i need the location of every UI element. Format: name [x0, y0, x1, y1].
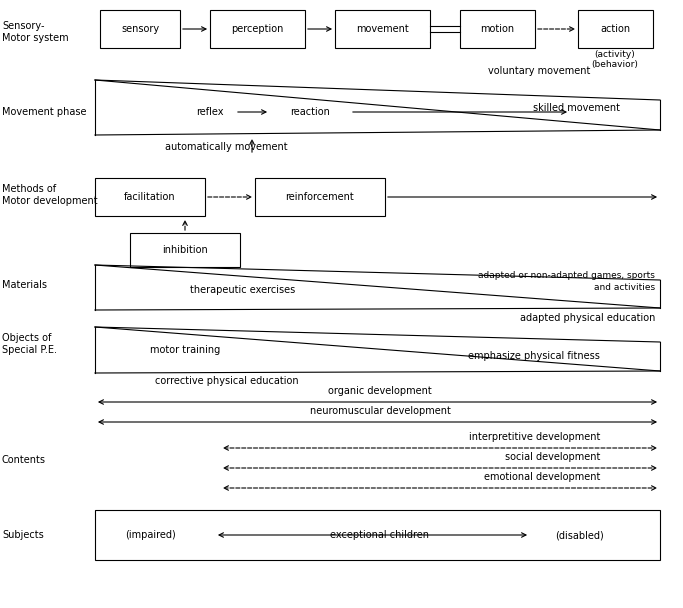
- Text: Sensory-: Sensory-: [2, 21, 44, 31]
- Bar: [460, 10, 535, 48]
- Bar: [95, 178, 205, 216]
- Text: inhibition: inhibition: [162, 245, 208, 255]
- Text: Subjects: Subjects: [2, 530, 44, 540]
- Text: reflex: reflex: [196, 107, 224, 117]
- Text: interpretitive development: interpretitive development: [469, 432, 600, 442]
- Text: emotional development: emotional development: [484, 472, 600, 482]
- Text: skilled movement: skilled movement: [533, 103, 620, 113]
- Text: reaction: reaction: [290, 107, 330, 117]
- Text: (activity): (activity): [595, 50, 635, 59]
- Text: motion: motion: [480, 24, 514, 34]
- Text: voluntary movement: voluntary movement: [488, 66, 590, 76]
- Bar: [578, 10, 653, 48]
- Bar: [100, 10, 180, 48]
- Text: Objects of: Objects of: [2, 333, 51, 343]
- Text: Methods of: Methods of: [2, 184, 56, 194]
- Text: neuromuscular development: neuromuscular development: [309, 406, 450, 416]
- Text: sensory: sensory: [121, 24, 159, 34]
- Text: social development: social development: [505, 452, 600, 462]
- Bar: [210, 10, 305, 48]
- Text: Special P.E.: Special P.E.: [2, 345, 57, 355]
- Text: therapeutic exercises: therapeutic exercises: [190, 285, 295, 295]
- Text: facilitation: facilitation: [124, 192, 176, 202]
- Text: perception: perception: [232, 24, 283, 34]
- Bar: [255, 178, 385, 216]
- Text: movement: movement: [356, 24, 409, 34]
- Text: Motor system: Motor system: [2, 33, 68, 43]
- Text: adapted or non-adapted games, sports: adapted or non-adapted games, sports: [478, 272, 655, 280]
- Text: adapted physical education: adapted physical education: [520, 313, 655, 323]
- Text: action: action: [600, 24, 630, 34]
- Text: Materials: Materials: [2, 280, 47, 290]
- Text: corrective physical education: corrective physical education: [155, 376, 298, 386]
- Text: Contents: Contents: [2, 455, 46, 465]
- Text: exceptional children: exceptional children: [331, 530, 430, 540]
- Text: and activities: and activities: [594, 283, 655, 291]
- Text: reinforcement: reinforcement: [285, 192, 354, 202]
- Text: (disabled): (disabled): [556, 530, 604, 540]
- Text: emphasize physical fitness: emphasize physical fitness: [468, 351, 600, 361]
- Text: Motor development: Motor development: [2, 196, 98, 206]
- Bar: [335, 10, 430, 48]
- Text: Movement phase: Movement phase: [2, 107, 87, 117]
- Bar: [130, 233, 240, 267]
- Text: (impaired): (impaired): [124, 530, 176, 540]
- Bar: [95, 510, 660, 560]
- Text: organic development: organic development: [328, 386, 432, 396]
- Text: motor training: motor training: [150, 345, 220, 355]
- Text: (behavior): (behavior): [591, 60, 639, 69]
- Text: automatically movement: automatically movement: [165, 142, 288, 152]
